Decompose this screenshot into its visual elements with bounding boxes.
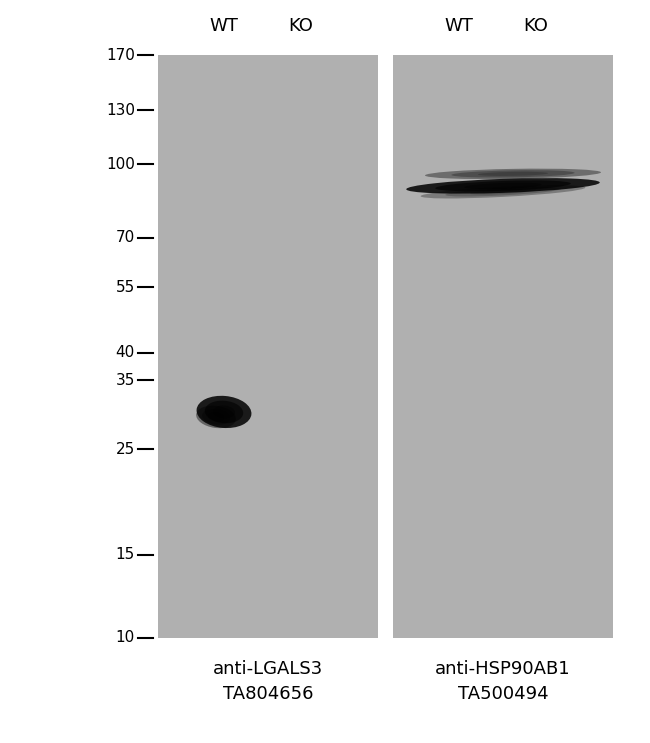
Text: WT: WT: [445, 17, 473, 35]
Bar: [158, 55, 378, 638]
Ellipse shape: [464, 183, 541, 189]
Ellipse shape: [196, 396, 252, 428]
Text: anti-HSP90AB1
TA500494: anti-HSP90AB1 TA500494: [436, 660, 571, 703]
Ellipse shape: [196, 406, 236, 428]
Ellipse shape: [470, 189, 536, 195]
Ellipse shape: [213, 406, 235, 418]
Ellipse shape: [205, 400, 243, 424]
Ellipse shape: [425, 169, 601, 179]
Text: 55: 55: [116, 279, 135, 295]
Text: 100: 100: [106, 157, 135, 172]
Ellipse shape: [478, 172, 548, 176]
Ellipse shape: [451, 170, 575, 178]
Text: KO: KO: [523, 17, 549, 35]
Text: anti-LGALS3
TA804656: anti-LGALS3 TA804656: [213, 660, 323, 703]
Ellipse shape: [421, 185, 586, 198]
Ellipse shape: [208, 412, 224, 421]
Ellipse shape: [202, 409, 230, 425]
Text: 10: 10: [116, 631, 135, 646]
Text: 130: 130: [106, 103, 135, 117]
Text: WT: WT: [209, 17, 239, 35]
Text: 15: 15: [116, 547, 135, 562]
Text: 25: 25: [116, 442, 135, 457]
Ellipse shape: [445, 187, 561, 196]
Text: 70: 70: [116, 230, 135, 245]
Text: KO: KO: [289, 17, 313, 35]
Text: 170: 170: [106, 48, 135, 62]
Text: 40: 40: [116, 345, 135, 360]
Ellipse shape: [436, 181, 571, 191]
Ellipse shape: [406, 178, 600, 194]
Bar: [393, 55, 613, 638]
Text: 35: 35: [116, 373, 135, 388]
